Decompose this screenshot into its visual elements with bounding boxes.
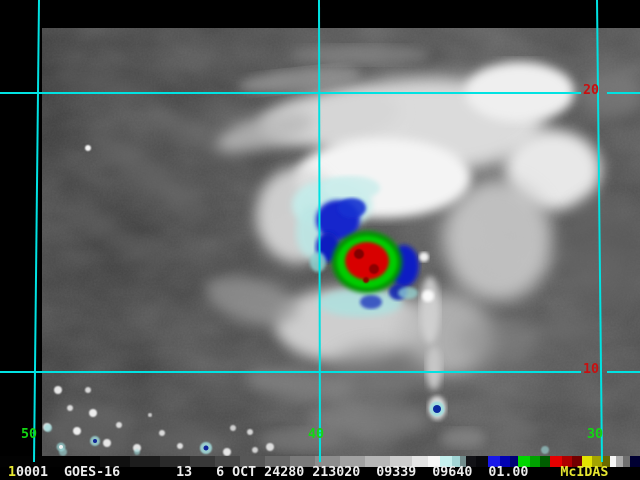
status-text: 0001 GOES-16 13 6 OCT 24280 213020 09339… xyxy=(16,465,529,480)
frame-number: 1 xyxy=(0,465,17,480)
lon-label-50: 50 xyxy=(21,427,38,442)
lat-label-10: 10 xyxy=(583,362,600,377)
lon-label-30: 30 xyxy=(587,427,604,442)
status-bar: 10001 GOES-16 13 6 OCT 24280 213020 0933… xyxy=(0,466,640,480)
cloud-layer xyxy=(42,28,640,456)
mcidas-brand: McIDAS xyxy=(528,465,609,480)
convective-band xyxy=(419,252,538,448)
lat-label-20: 20 xyxy=(583,83,600,98)
lon-label-40: 40 xyxy=(308,427,325,442)
storm-core-enhancement xyxy=(292,176,419,317)
enhanced-convective-cells xyxy=(44,401,549,456)
